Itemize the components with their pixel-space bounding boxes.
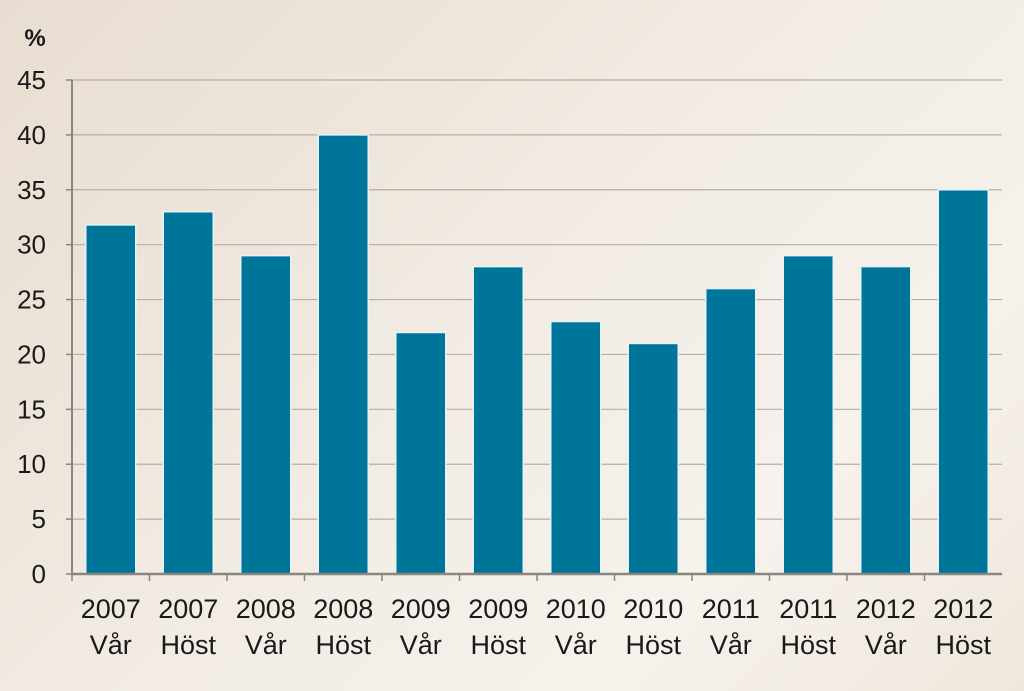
- x-tick-label: Vår: [555, 630, 597, 660]
- y-unit-label: %: [24, 25, 45, 52]
- y-tick-label: 20: [17, 339, 46, 369]
- x-tick-label: Vår: [865, 630, 907, 660]
- axis-layer: [66, 79, 1002, 581]
- x-tick-label: 2010: [546, 594, 606, 624]
- bar: [240, 254, 292, 575]
- label-layer: 0 5 10 15 20 25 30 35 40 45 2007 Vår 2007 Höst 2008 Vår…: [17, 65, 993, 660]
- x-tick-label: 2008: [313, 594, 373, 624]
- x-tick-label: 2007: [158, 594, 218, 624]
- grid-layer: [72, 79, 1002, 520]
- y-tick-label: 35: [17, 175, 46, 205]
- bar: [627, 342, 679, 575]
- bar: [162, 210, 214, 575]
- y-tick-label: 40: [17, 120, 46, 150]
- x-tick-label: Vår: [710, 630, 752, 660]
- y-tick-label: 25: [17, 285, 46, 315]
- x-tick-label: Vår: [245, 630, 287, 660]
- x-tick-label: 2011: [779, 594, 837, 624]
- y-tick-label: 15: [17, 394, 46, 424]
- bar: [317, 134, 369, 575]
- x-tick-label: 2012: [856, 594, 916, 624]
- x-tick-label: Höst: [160, 630, 216, 660]
- x-tick-label: 2009: [468, 594, 528, 624]
- x-tick-label: Höst: [470, 630, 526, 660]
- x-tick-label: 2007: [81, 594, 141, 624]
- bar: [550, 320, 602, 575]
- y-tick-label: 30: [17, 230, 46, 260]
- x-tick-label: Höst: [625, 630, 681, 660]
- bar: [937, 189, 989, 575]
- y-tick-label: 5: [32, 504, 46, 534]
- x-tick-label: Vår: [90, 630, 132, 660]
- x-tick-label: 2011: [702, 594, 760, 624]
- bar: [782, 254, 834, 575]
- x-tick-label: 2010: [623, 594, 683, 624]
- bar: [705, 287, 757, 575]
- bar: [860, 265, 912, 575]
- bar: [395, 331, 447, 575]
- x-tick-label: 2012: [933, 594, 993, 624]
- x-tick-label: Höst: [315, 630, 371, 660]
- x-tick-label: 2008: [236, 594, 296, 624]
- y-tick-label: 0: [32, 559, 46, 589]
- x-tick-label: Höst: [935, 630, 991, 660]
- y-tick-label: 45: [17, 65, 46, 95]
- y-tick-label: 10: [17, 449, 46, 479]
- x-tick-label: 2009: [391, 594, 451, 624]
- x-tick-label: Höst: [780, 630, 836, 660]
- bar: [85, 224, 137, 575]
- x-tick-label: Vår: [400, 630, 442, 660]
- bar: [472, 265, 524, 575]
- bar-layer: [85, 134, 989, 575]
